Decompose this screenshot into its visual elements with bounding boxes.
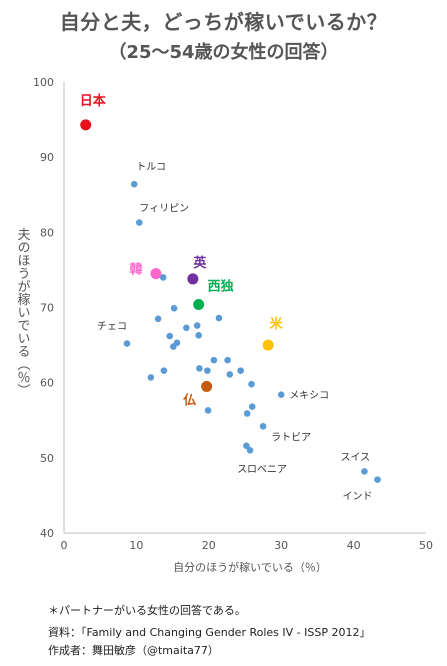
data-point — [130, 180, 138, 188]
data-point — [277, 391, 285, 398]
data-point — [204, 367, 211, 374]
data-point — [150, 268, 162, 280]
data-point — [201, 380, 213, 392]
data-point — [204, 407, 212, 414]
axis-ticks: 0 10 20 30 40 50 40 50 60 70 80 90 100 — [33, 76, 433, 552]
data-point — [196, 365, 203, 372]
data-point — [248, 403, 256, 411]
data-point — [215, 314, 223, 322]
data-point — [210, 356, 218, 364]
x-tick-label: 20 — [202, 539, 216, 552]
y-tick-label: 80 — [40, 226, 54, 239]
data-point — [226, 371, 234, 378]
data-point — [147, 374, 155, 381]
data-point — [170, 304, 178, 312]
x-tick-label: 0 — [61, 539, 68, 552]
point-label: トルコ — [136, 162, 166, 173]
y-tick-label: 40 — [40, 527, 54, 540]
x-tick-label: 50 — [419, 539, 433, 552]
point-label: 韓 — [129, 262, 142, 278]
point-label: 英 — [192, 255, 207, 271]
author-note: 作成者：舞田敏彦（@tmaita77） — [48, 644, 219, 657]
data-point — [187, 273, 199, 285]
data-point — [170, 343, 177, 350]
data-point — [183, 324, 190, 332]
data-point — [259, 422, 267, 430]
data-point — [193, 322, 201, 329]
x-tick-label: 40 — [347, 539, 361, 552]
data-point — [262, 339, 274, 351]
y-tick-label: 70 — [40, 302, 54, 315]
point-label: 西独 — [208, 278, 234, 294]
chart-title: 自分と夫，どっちが稼いでいるか？ — [59, 10, 388, 34]
data-point — [195, 332, 202, 339]
y-axis-label: 夫のほうが稼いでいる（％） — [15, 228, 31, 397]
data-point — [243, 442, 250, 450]
data-point — [193, 298, 205, 310]
y-tick-label: 50 — [40, 452, 54, 465]
point-label: 日本 — [80, 93, 106, 109]
point-label: スロベニア — [237, 463, 287, 475]
data-point — [123, 340, 131, 347]
data-point — [80, 119, 92, 131]
point-label: スイス — [340, 452, 370, 463]
y-tick-label: 60 — [40, 377, 54, 390]
data-points — [80, 119, 381, 483]
data-point — [154, 315, 162, 323]
chart-subtitle: （25～54歳の女性の回答） — [108, 42, 339, 63]
data-point — [160, 367, 168, 374]
data-point — [246, 447, 254, 454]
point-label: メキシコ — [289, 391, 329, 402]
point-label: インド — [342, 492, 372, 503]
data-point — [224, 356, 231, 364]
data-point — [237, 367, 244, 374]
x-tick-label: 10 — [129, 539, 143, 552]
y-tick-label: 100 — [33, 76, 54, 89]
x-axis-label: 自分のほうが稼いでいる（％） — [173, 560, 327, 574]
data-point — [159, 274, 167, 281]
scatter-chart: 0 10 20 30 40 50 40 50 60 70 80 90 100 トルコフィリピンチェコメキ… — [15, 76, 434, 574]
data-point — [166, 332, 174, 340]
source-note: 資料：「Family and Changing Gender Roles IV … — [48, 626, 371, 639]
data-point — [361, 468, 368, 475]
data-point — [243, 410, 251, 417]
data-point — [248, 380, 255, 388]
point-label: フィリピン — [139, 203, 189, 215]
footnote: ＊パートナーがいる女性の回答である。 — [48, 604, 246, 617]
data-point — [135, 219, 143, 226]
point-label: チェコ — [97, 321, 127, 333]
point-label: ラトビア — [271, 431, 311, 443]
point-label: 米 — [270, 316, 284, 332]
point-label: 仏 — [183, 393, 196, 408]
y-tick-label: 90 — [40, 151, 54, 164]
x-tick-label: 30 — [274, 539, 288, 552]
data-point — [374, 476, 381, 483]
